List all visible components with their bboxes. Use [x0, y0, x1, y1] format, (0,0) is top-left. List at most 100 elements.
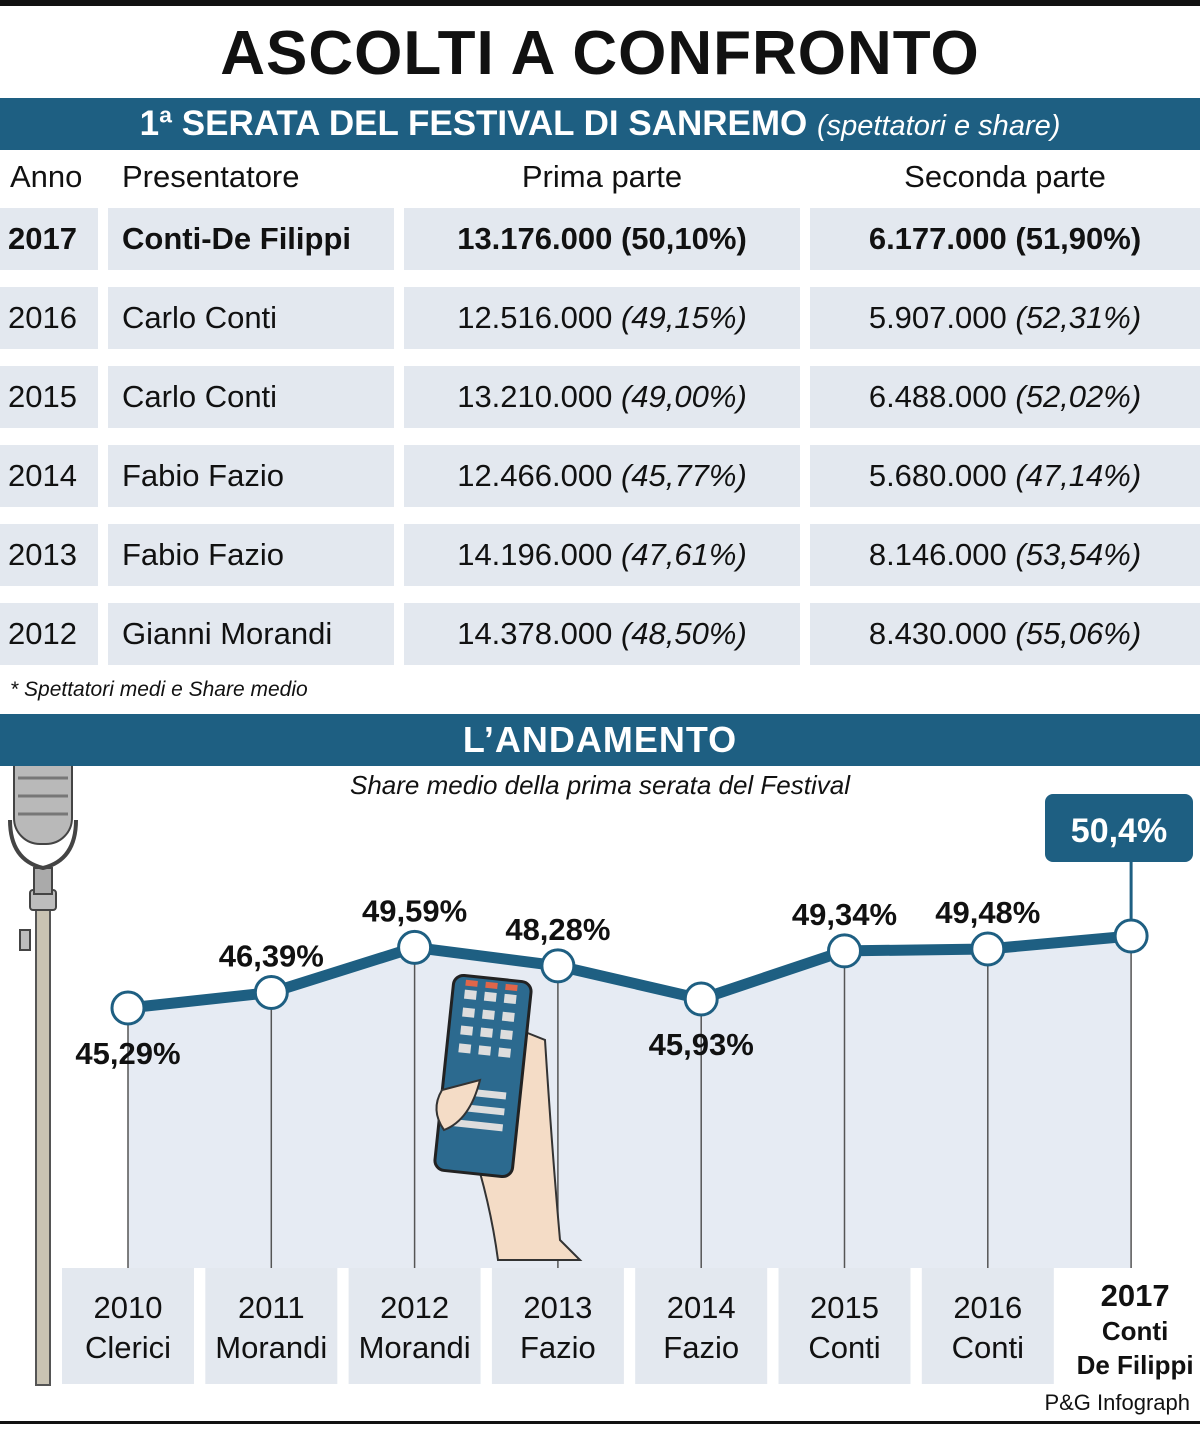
data-label: 49,59%: [362, 893, 467, 928]
category-label: De Filippi: [1077, 1350, 1194, 1380]
prima-spettatori: 14.378.000: [457, 616, 613, 651]
category-label: 2013: [523, 1290, 592, 1325]
data-point: [253, 975, 289, 1011]
table-cell-anno: 2016: [0, 287, 98, 349]
prima-share: (47,61%): [620, 537, 747, 572]
microphone-illustration: [8, 766, 78, 1386]
seconda-share: (52,31%): [1015, 300, 1142, 335]
category-box: [778, 1268, 911, 1384]
data-label: 45,93%: [649, 1027, 754, 1062]
category-label: 2010: [94, 1290, 163, 1325]
prima-spettatori: 12.466.000: [457, 458, 613, 493]
data-point: [110, 990, 146, 1026]
table-cell-prima: 14.196.000 (47,61%): [404, 524, 800, 586]
prima-spettatori: 14.196.000: [457, 537, 613, 572]
table-cell-presentatore: Carlo Conti: [108, 366, 394, 428]
column-header-presentatore: Presentatore: [122, 159, 300, 194]
table-cell-anno: 2013: [0, 524, 98, 586]
category-label: Fazio: [520, 1330, 596, 1365]
remote-control-illustration: [433, 973, 583, 1261]
category-label: Morandi: [215, 1330, 327, 1365]
table-cell-seconda: 8.146.000 (53,54%): [810, 524, 1200, 586]
table-cell-seconda: 6.488.000 (52,02%): [810, 366, 1200, 428]
data-point: [1113, 918, 1149, 954]
seconda-share: (53,54%): [1015, 537, 1142, 572]
chart-section-title: L’ANDAMENTO: [462, 719, 738, 760]
data-point: [970, 931, 1006, 967]
prima-share: (50,10%): [620, 221, 747, 256]
prima-share: (49,00%): [620, 379, 747, 414]
category-box: [348, 1268, 481, 1384]
seconda-share: (47,14%): [1015, 458, 1142, 493]
column-header-anno: Anno: [10, 159, 83, 194]
seconda-spettatori: 6.488.000: [868, 379, 1007, 414]
data-label: 46,39%: [219, 939, 324, 974]
table-cell-presentatore: Gianni Morandi: [108, 603, 394, 665]
data-point: [540, 948, 576, 984]
table-cell-presentatore: Fabio Fazio: [108, 445, 394, 507]
category-label: Fazio: [663, 1330, 739, 1365]
category-label: Morandi: [359, 1330, 471, 1365]
table-cell-seconda: 6.177.000 (51,90%): [810, 208, 1200, 270]
table-section-title: 1ª SERATA DEL FESTIVAL DI SANREMO: [139, 104, 808, 143]
category-box: [921, 1268, 1054, 1384]
table-cell-anno: 2015: [0, 366, 98, 428]
bottom-rule: [0, 1421, 1200, 1424]
data-point: [683, 981, 719, 1017]
prima-share: (49,15%): [620, 300, 747, 335]
table-cell-prima: 12.466.000 (45,77%): [404, 445, 800, 507]
category-box: [62, 1268, 194, 1384]
seconda-spettatori: 5.907.000: [868, 300, 1007, 335]
data-label: 49,48%: [935, 895, 1040, 930]
callout-label: 50,4%: [1071, 812, 1167, 850]
table-cell-prima: 12.516.000 (49,15%): [404, 287, 800, 349]
line-chart: 45,29% 46,39% 49,59% 48,28% 45,93% 49,34% 49,4…: [8, 766, 1198, 1386]
category-box: [205, 1268, 338, 1384]
prima-spettatori: 13.176.000: [457, 221, 613, 256]
table-footnote: * Spettatori medi e Share medio: [10, 678, 308, 701]
category-box: [1065, 1268, 1198, 1384]
category-box: [635, 1268, 768, 1384]
table-cell-seconda: 5.907.000 (52,31%): [810, 287, 1200, 349]
table-cell-anno: 2017: [0, 208, 98, 270]
category-label: 2011: [238, 1290, 305, 1325]
seconda-share: (51,90%): [1015, 221, 1142, 256]
category-label: 2014: [667, 1290, 736, 1325]
table-cell-presentatore: Carlo Conti: [108, 287, 394, 349]
data-point: [827, 933, 862, 969]
category-label: 2017: [1101, 1278, 1170, 1313]
seconda-share: (52,02%): [1015, 379, 1142, 414]
data-label: 49,34%: [792, 897, 897, 932]
category-box: [491, 1268, 624, 1384]
data-label: 48,28%: [505, 912, 610, 947]
data-label: 45,29%: [75, 1036, 180, 1071]
data-point: [397, 929, 433, 965]
table-section-subtitle: (spettatori e share): [817, 110, 1061, 142]
table-cell-prima: 14.378.000 (48,50%): [404, 603, 800, 665]
category-label: Conti: [1102, 1316, 1168, 1346]
chart-area: [128, 936, 1132, 1268]
table-cell-anno: 2012: [0, 603, 98, 665]
table-section-header: 1ª SERATA DEL FESTIVAL DI SANREMO (spett…: [0, 98, 1200, 150]
prima-spettatori: 12.516.000: [457, 300, 613, 335]
column-header-prima-parte: Prima parte: [521, 159, 683, 194]
category-label: 2015: [810, 1290, 879, 1325]
seconda-spettatori: 5.680.000: [868, 458, 1007, 493]
table-cell-prima: 13.210.000 (49,00%): [404, 366, 800, 428]
page-title: ASCOLTI A CONFRONTO: [220, 19, 980, 88]
seconda-spettatori: 8.430.000: [868, 616, 1007, 651]
category-label: Clerici: [85, 1330, 171, 1365]
prima-share: (45,77%): [620, 458, 747, 493]
chart-title: Share medio della prima serata del Festi…: [349, 770, 851, 800]
series-line: [127, 930, 1132, 1014]
callout-box: [1045, 794, 1193, 862]
category-label: 2016: [953, 1290, 1022, 1325]
category-label: 2012: [380, 1290, 449, 1325]
table-cell-anno: 2014: [0, 445, 98, 507]
table-cell-prima: 13.176.000 (50,10%): [404, 208, 800, 270]
column-header-seconda-parte: Seconda parte: [904, 159, 1106, 194]
category-label: Conti: [808, 1330, 880, 1365]
table-cell-presentatore: Conti-De Filippi: [108, 208, 394, 270]
top-rule: [0, 0, 1200, 6]
seconda-spettatori: 8.146.000: [868, 537, 1007, 572]
